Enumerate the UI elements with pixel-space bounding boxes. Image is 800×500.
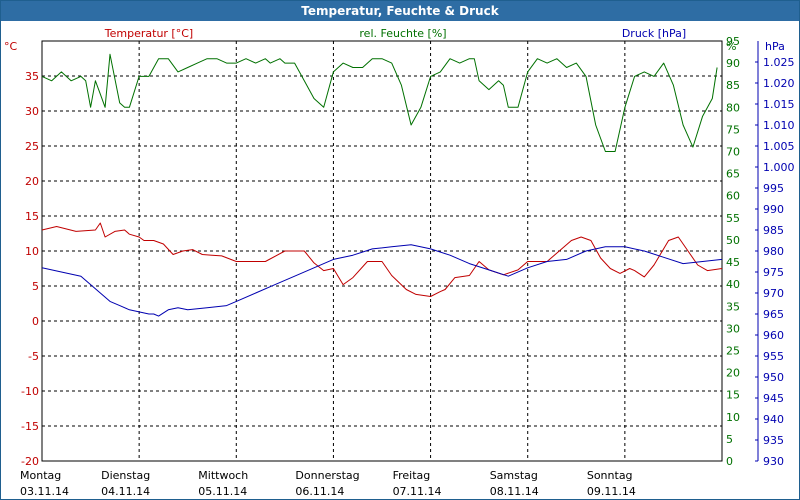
pressure-tick-label: 950: [763, 371, 784, 384]
series-line-pressure: [41, 244, 723, 317]
pressure-tick-label: 1.000: [763, 161, 795, 174]
humidity-tick-label: 45: [726, 256, 740, 269]
grid-lines: [42, 41, 722, 461]
pressure-tick-label: 1.005: [763, 140, 795, 153]
temp-tick-label: 30: [25, 105, 39, 118]
temp-tick-label: 35: [25, 70, 39, 83]
press-axis-unit: hPa: [765, 40, 785, 53]
humidity-tick-label: 5: [726, 433, 733, 446]
humidity-tick-label: 35: [726, 300, 740, 313]
pressure-tick-label: 975: [763, 266, 784, 279]
series-line-temperature: [41, 222, 723, 297]
temp-tick-label: 20: [25, 175, 39, 188]
day-name-label: Freitag: [393, 469, 431, 482]
day-name-label: Dienstag: [101, 469, 150, 482]
pressure-tick-label: 1.015: [763, 98, 795, 111]
temp-axis-unit: °C: [4, 40, 18, 53]
humidity-tick-label: 90: [726, 57, 740, 70]
legend-humidity: rel. Feuchte [%]: [359, 27, 446, 40]
day-date-label: 06.11.14: [295, 485, 344, 498]
humidity-tick-label: 85: [726, 79, 740, 92]
day-name-label: Samstag: [490, 469, 538, 482]
pressure-tick-label: 965: [763, 308, 784, 321]
day-name-label: Donnerstag: [295, 469, 359, 482]
series-lines: [41, 53, 723, 317]
pressure-tick-label: 930: [763, 455, 784, 468]
pressure-tick-label: 955: [763, 350, 784, 363]
humidity-tick-label: 75: [726, 123, 740, 136]
series-line-humidity: [41, 53, 718, 152]
humidity-tick-label: 0: [726, 455, 733, 468]
humidity-tick-label: 15: [726, 389, 740, 402]
humidity-tick-label: 55: [726, 212, 740, 225]
humidity-tick-label: 25: [726, 344, 740, 357]
day-name-label: Mittwoch: [198, 469, 248, 482]
temp-tick-label: 5: [32, 280, 39, 293]
temp-tick-label: -5: [28, 350, 39, 363]
day-date-label: 07.11.14: [393, 485, 442, 498]
pressure-tick-label: 1.020: [763, 77, 795, 90]
humidity-tick-label: 30: [726, 322, 740, 335]
temp-tick-label: 25: [25, 140, 39, 153]
pressure-tick-label: 970: [763, 287, 784, 300]
humidity-tick-label: 60: [726, 190, 740, 203]
tick-labels: -20 -15 -10 -5 0 5 10 15 20 25 30 35 0 5 10 15 20 25 30 35 4…: [20, 35, 795, 498]
day-date-label: 04.11.14: [101, 485, 150, 498]
humidity-tick-label: 70: [726, 146, 740, 159]
pressure-tick-label: 945: [763, 392, 784, 405]
day-date-label: 03.11.14: [20, 485, 69, 498]
window-title: Temperatur, Feuchte & Druck: [1, 1, 799, 21]
pressure-tick-label: 1.025: [763, 56, 795, 69]
humidity-tick-label: 20: [726, 367, 740, 380]
pressure-tick-label: 980: [763, 245, 784, 258]
humidity-tick-label: 80: [726, 101, 740, 114]
day-date-label: 08.11.14: [490, 485, 539, 498]
day-date-label: 05.11.14: [198, 485, 247, 498]
pressure-tick-label: 985: [763, 224, 784, 237]
hum-axis-unit: %: [726, 40, 736, 53]
pressure-tick-label: 960: [763, 329, 784, 342]
temp-tick-label: 10: [25, 245, 39, 258]
temp-tick-label: -20: [21, 455, 39, 468]
day-name-label: Montag: [20, 469, 61, 482]
legend-temperature: Temperatur [°C]: [104, 27, 193, 40]
temp-tick-label: 0: [32, 315, 39, 328]
humidity-tick-label: 95: [726, 35, 740, 48]
temp-tick-label: 15: [25, 210, 39, 223]
humidity-tick-label: 50: [726, 234, 740, 247]
temp-tick-label: -10: [21, 385, 39, 398]
temp-tick-label: -15: [21, 420, 39, 433]
humidity-tick-label: 65: [726, 168, 740, 181]
day-name-label: Sonntag: [587, 469, 633, 482]
day-date-label: 09.11.14: [587, 485, 636, 498]
pressure-tick-label: 940: [763, 413, 784, 426]
humidity-tick-label: 10: [726, 411, 740, 424]
humidity-tick-label: 40: [726, 278, 740, 291]
legend-pressure: Druck [hPa]: [622, 27, 686, 40]
pressure-tick-label: 990: [763, 203, 784, 216]
pressure-tick-label: 935: [763, 434, 784, 447]
pressure-tick-label: 995: [763, 182, 784, 195]
pressure-tick-label: 1.010: [763, 119, 795, 132]
